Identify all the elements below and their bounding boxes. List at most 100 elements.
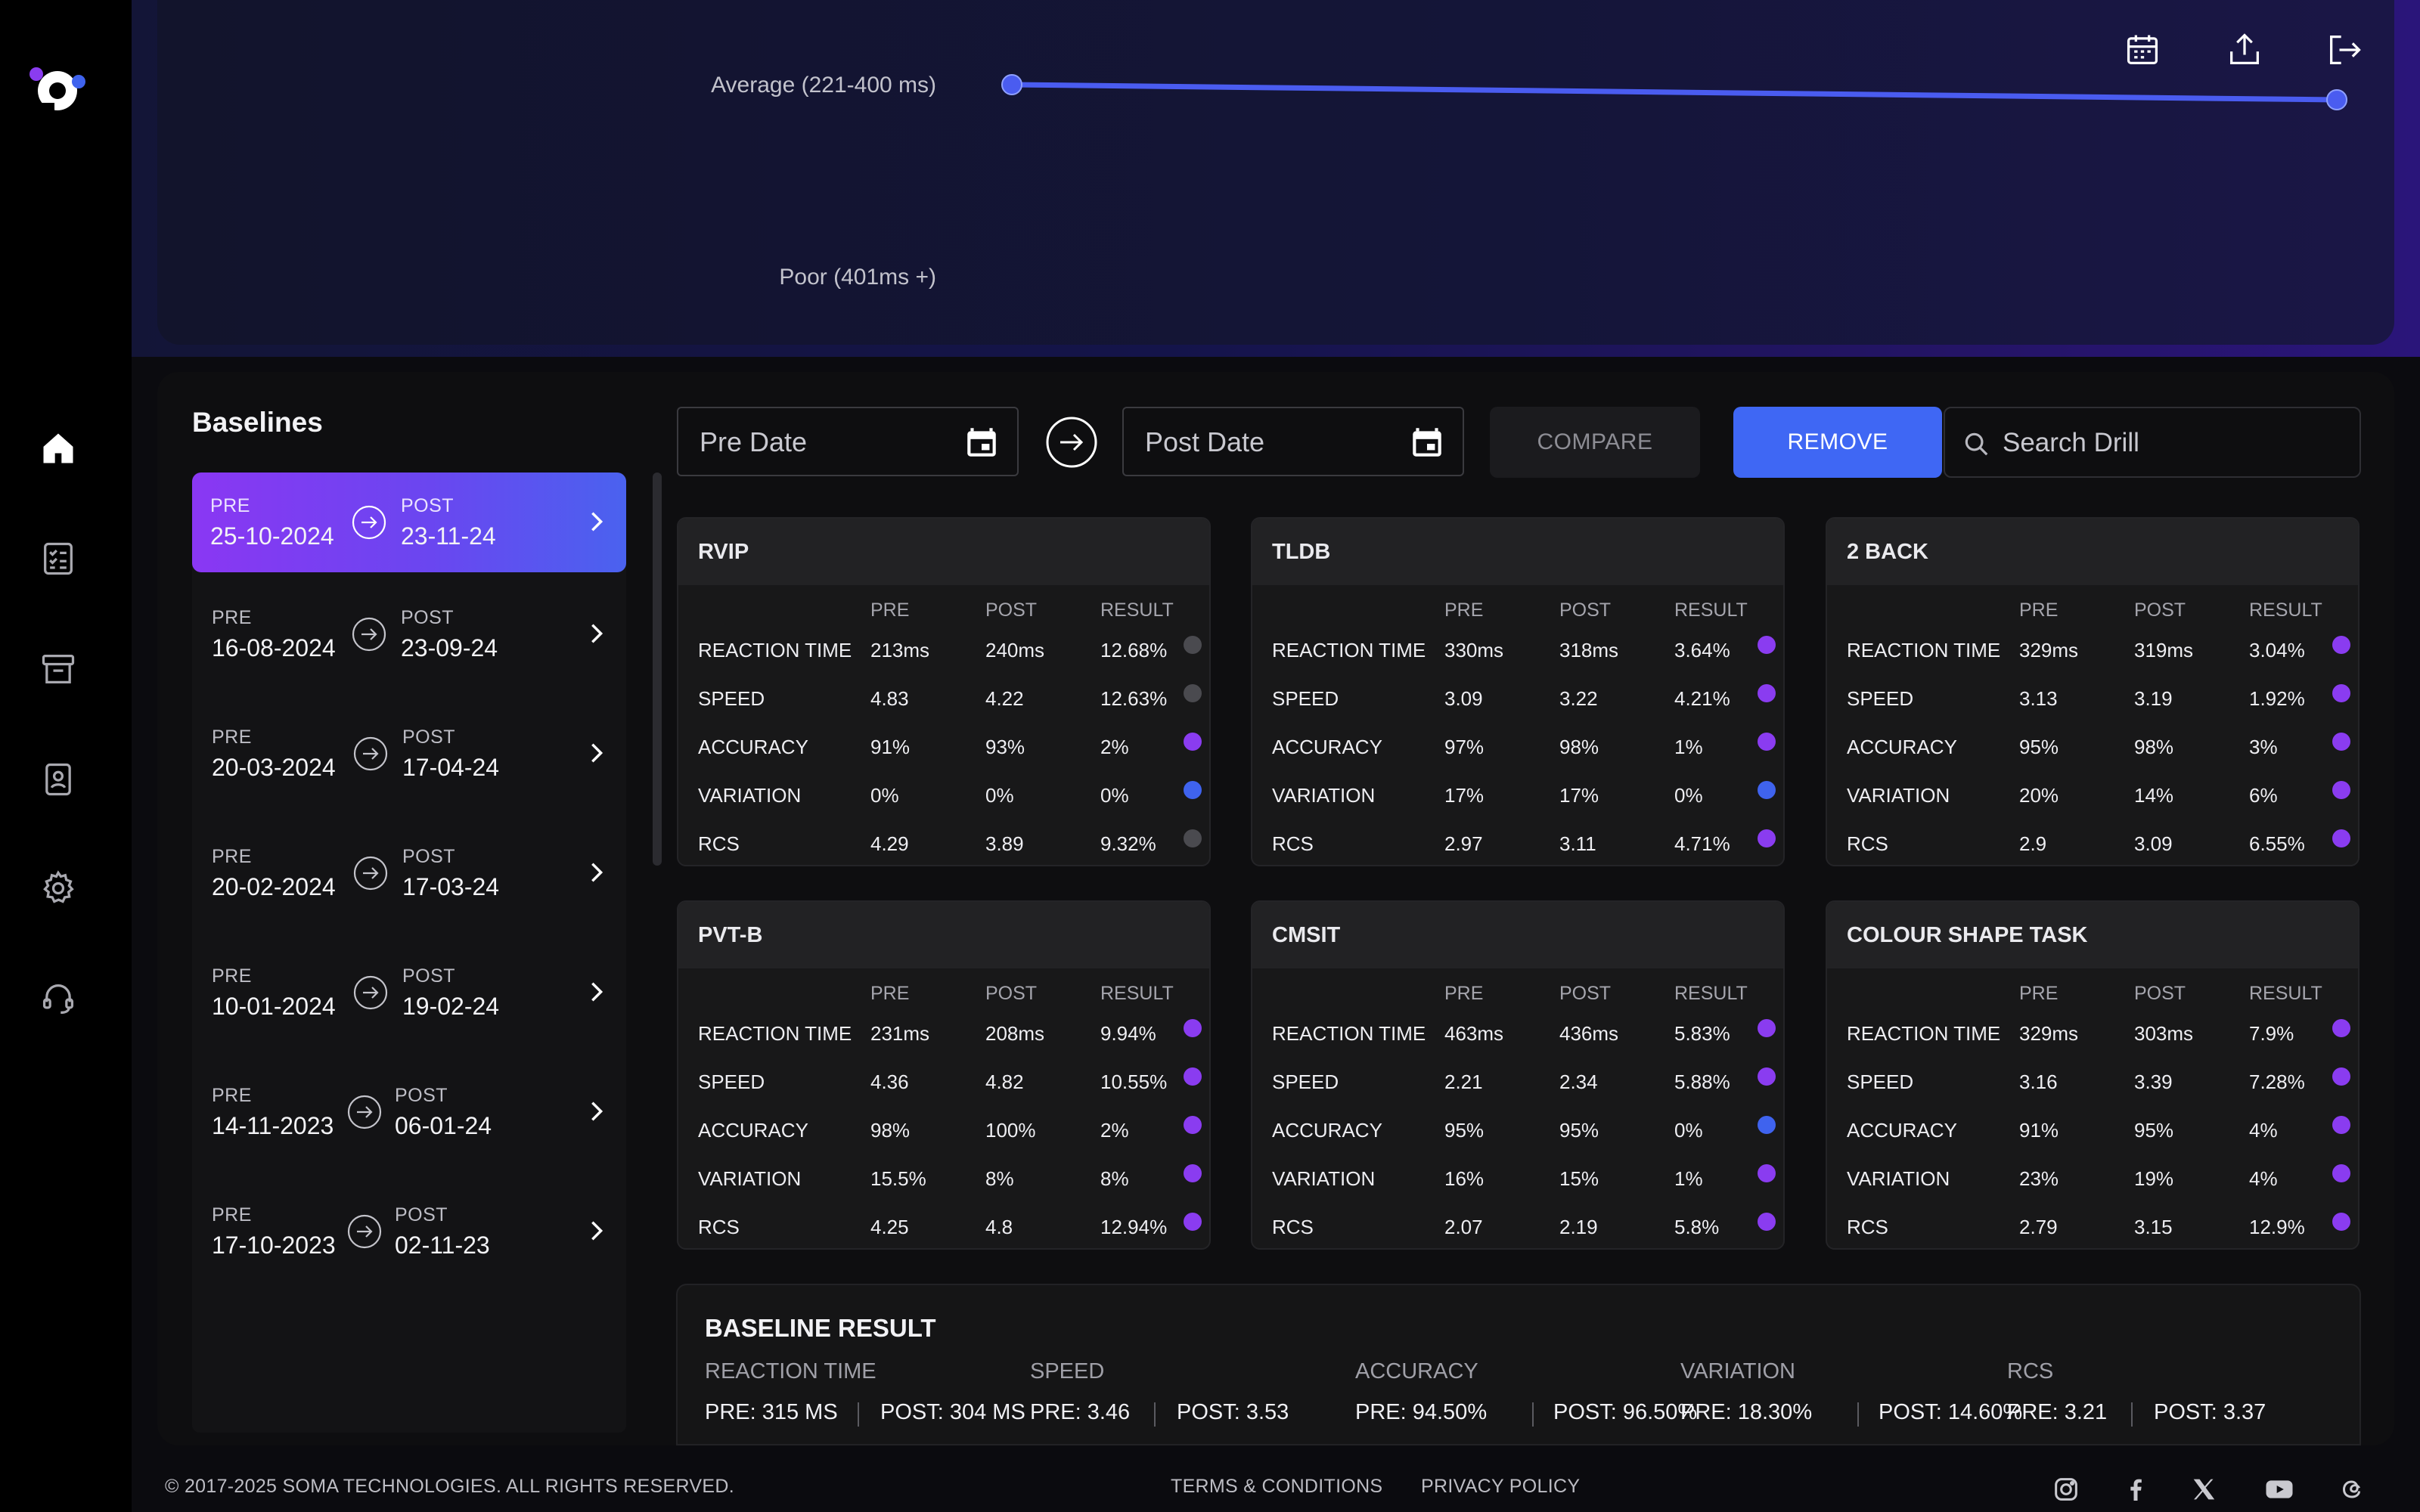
status-dot: [1758, 1115, 1776, 1134]
nav-support[interactable]: [38, 978, 79, 1019]
privacy-link[interactable]: PRIVACY POLICY: [1421, 1476, 1581, 1497]
post-value: 3.11: [1559, 832, 1596, 855]
nav-home[interactable]: [38, 428, 79, 469]
post-label: POST: [395, 1204, 448, 1225]
pre-label: PRE: [212, 607, 252, 628]
result-value: 2%: [1100, 735, 1129, 758]
drill-card: RVIP PRE POST RESULT REACTION TIME 213ms 240ms…: [677, 517, 1211, 866]
status-dot: [1184, 635, 1202, 654]
search-input[interactable]: [2003, 422, 2343, 464]
nav-checklist[interactable]: [38, 538, 79, 579]
baselines-scrollbar[interactable]: [653, 472, 662, 866]
pre-value: 16%: [1444, 1167, 1485, 1190]
table-row: SPEED 4.83 4.22 12.63%: [698, 674, 1206, 723]
post-value: 3.09: [2134, 832, 2173, 855]
result-value: 7.28%: [2249, 1070, 2305, 1093]
facebook-link[interactable]: [2121, 1474, 2151, 1504]
table-row: RCS 2.97 3.11 4.71%: [1272, 820, 1780, 865]
status-dot: [1758, 732, 1776, 751]
post-value: 17%: [1559, 783, 1599, 807]
result-value: 7.9%: [2249, 1021, 2294, 1045]
status-dot: [1758, 1067, 1776, 1086]
table-row: REACTION TIME 463ms 436ms 5.83%: [1272, 1009, 1780, 1058]
nav-archive[interactable]: [38, 649, 79, 689]
result-pre-value: PRE: 3.21: [2007, 1400, 2108, 1424]
baseline-item[interactable]: PRE 17-10-2023 POST 02-11-23: [192, 1182, 626, 1281]
instagram-link[interactable]: [2051, 1474, 2081, 1504]
baseline-item[interactable]: PRE 14-11-2023 POST 06-01-24: [192, 1062, 626, 1162]
status-dot: [1758, 683, 1776, 702]
post-label: POST: [401, 607, 455, 628]
result-value: 5.83%: [1674, 1021, 1730, 1045]
pre-value: 15.5%: [870, 1167, 926, 1190]
chevron-right-icon: [591, 624, 603, 643]
status-dot: [2332, 635, 2350, 654]
pre-header: PRE: [2019, 599, 2059, 621]
result-pre-value: PRE: 18.30%: [1680, 1400, 1813, 1424]
result-value: 9.32%: [1100, 832, 1156, 855]
baseline-item[interactable]: PRE 10-01-2024 POST 19-02-24: [192, 943, 626, 1043]
result-post-value: POST: 304 MS: [880, 1400, 1025, 1424]
pre-value: 97%: [1444, 735, 1485, 758]
post-value: 436ms: [1559, 1021, 1619, 1045]
remove-button[interactable]: REMOVE: [1733, 407, 1942, 478]
pre-date-field[interactable]: Pre Date: [677, 407, 1019, 476]
post-date-field[interactable]: Post Date: [1122, 407, 1464, 476]
baseline-item[interactable]: PRE 20-02-2024 POST 17-03-24: [192, 823, 626, 923]
metric-name: RCS: [1272, 1215, 1314, 1238]
post-value: 4.8: [985, 1215, 1013, 1238]
status-dot: [1184, 780, 1202, 799]
chart-point: [2326, 89, 2347, 110]
x-link[interactable]: [2189, 1474, 2219, 1504]
post-value: 3.39: [2134, 1070, 2173, 1093]
drill-table: PRE POST RESULT REACTION TIME 329ms 319ms 3.04…: [1847, 594, 2355, 865]
nav-settings[interactable]: [38, 868, 79, 909]
pre-header: PRE: [1444, 982, 1484, 1004]
terms-link[interactable]: TERMS & CONDITIONS: [1171, 1476, 1383, 1497]
pre-value: 2.21: [1444, 1070, 1483, 1093]
pre-date: 20-03-2024: [212, 754, 336, 781]
logout-button[interactable]: [2322, 27, 2367, 73]
nav-profile[interactable]: [38, 759, 79, 800]
archive-icon: [42, 655, 75, 683]
calendar-icon[interactable]: [1408, 423, 1446, 461]
upload-button[interactable]: [2222, 27, 2267, 73]
calendar-icon[interactable]: [963, 423, 1001, 461]
result-value: 5.88%: [1674, 1070, 1730, 1093]
drill-table: PRE POST RESULT REACTION TIME 213ms 240ms 12.6…: [698, 594, 1206, 865]
metric-name: REACTION TIME: [698, 1021, 852, 1045]
table-row: ACCURACY 95% 98% 3%: [1847, 723, 2355, 771]
result-value: 2%: [1100, 1118, 1129, 1142]
table-row: SPEED 3.16 3.39 7.28%: [1847, 1058, 2355, 1106]
status-dot: [1184, 1212, 1202, 1231]
baseline-item[interactable]: PRE 25-10-2024 POST 23-11-24: [192, 472, 626, 572]
result-post-value: POST: 14.60%: [1879, 1400, 2023, 1424]
calendar-button[interactable]: [2120, 27, 2165, 73]
metric-name: ACCURACY: [698, 1118, 808, 1142]
baseline-item[interactable]: PRE 20-03-2024 POST 17-04-24: [192, 704, 626, 804]
metric-name: RCS: [1272, 832, 1314, 855]
threads-icon: [2342, 1480, 2360, 1498]
result-header: RESULT: [2249, 982, 2322, 1004]
pre-value: 4.29: [870, 832, 909, 855]
search-drill[interactable]: [1944, 407, 2361, 478]
table-row: SPEED 4.36 4.82 10.55%: [698, 1058, 1206, 1106]
result-header: RESULT: [1100, 982, 1174, 1004]
baseline-item[interactable]: PRE 16-08-2024 POST 23-09-24: [192, 584, 626, 684]
post-value: 100%: [985, 1118, 1036, 1142]
threads-link[interactable]: [2338, 1474, 2369, 1504]
result-value: 4%: [2249, 1118, 2278, 1142]
post-header: POST: [2134, 982, 2186, 1004]
pre-value: 3.16: [2019, 1070, 2058, 1093]
metric-name: ACCURACY: [1272, 735, 1382, 758]
result-value: 5.8%: [1674, 1215, 1720, 1238]
compare-button[interactable]: COMPARE: [1490, 407, 1700, 478]
result-value: 4.71%: [1674, 832, 1730, 855]
youtube-link[interactable]: [2261, 1474, 2297, 1504]
soma-logo[interactable]: [27, 60, 89, 118]
post-value: 14%: [2134, 783, 2174, 807]
sidebar: [0, 0, 132, 1512]
result-value: 0%: [1674, 783, 1703, 807]
result-value: 1%: [1674, 1167, 1703, 1190]
status-dot: [2332, 732, 2350, 751]
